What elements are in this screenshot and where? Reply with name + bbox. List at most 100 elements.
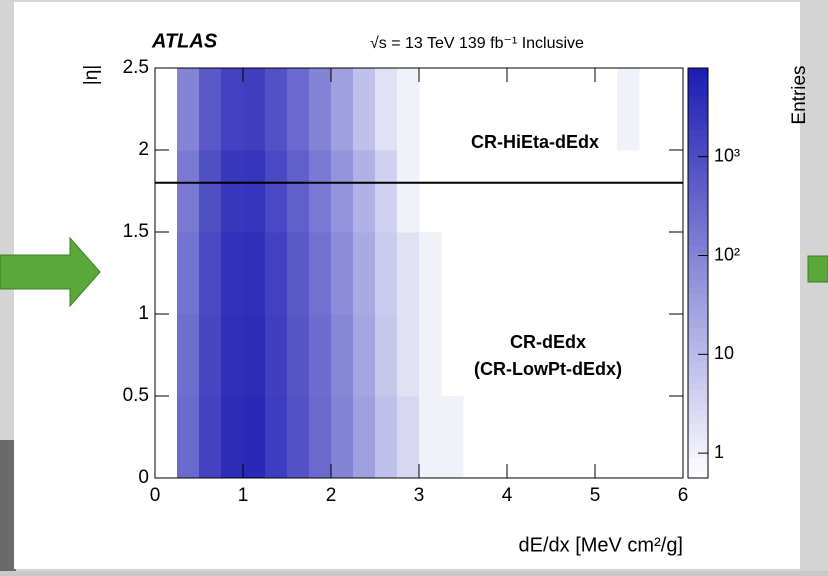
colorbar-band <box>688 143 708 151</box>
heatmap-cell <box>309 314 332 397</box>
z-tick-label: 1 <box>714 442 724 462</box>
z-tick-label: 10³ <box>714 145 740 165</box>
heatmap-cell <box>177 150 200 233</box>
colorbar-band <box>688 396 708 404</box>
colorbar-band <box>688 273 708 281</box>
heatmap-cell <box>397 396 420 479</box>
heatmap-cell <box>419 396 442 479</box>
x-tick-label: 3 <box>414 485 425 506</box>
colorbar-band <box>688 115 708 124</box>
colorbar-band <box>688 279 708 288</box>
colorbar-band <box>688 437 708 445</box>
experiment-label: ATLAS <box>151 30 218 52</box>
colorbar-band <box>688 136 708 144</box>
colorbar-band <box>688 88 708 96</box>
colorbar-frame <box>687 67 709 479</box>
heatmap-cell <box>265 314 288 397</box>
region-label: (CR-LowPt-dEdx) <box>474 359 622 379</box>
heatmap-cell <box>287 232 310 315</box>
y-tick-label: 2.5 <box>123 57 149 78</box>
x-tick-label: 4 <box>502 485 513 506</box>
colorbar-band <box>688 457 708 465</box>
colorbar-band <box>688 109 708 117</box>
colorbar-band <box>688 68 708 76</box>
arrow-right <box>807 255 828 283</box>
heatmap-cell <box>331 396 354 479</box>
colorbar-band <box>688 416 708 424</box>
heatmap-cell <box>243 150 266 233</box>
heatmap-cell <box>265 396 288 479</box>
colorbar-band <box>688 423 708 431</box>
heatmap-cell <box>199 314 222 397</box>
colorbar-band <box>688 150 708 158</box>
y-tick-label: 0.5 <box>123 385 149 406</box>
colorbar-band <box>688 327 708 335</box>
heatmap-cell <box>243 314 266 397</box>
heatmap-cell <box>287 314 310 397</box>
colorbar-band <box>688 81 708 89</box>
heatmap-cell <box>309 68 332 151</box>
heatmap-cell <box>397 68 420 151</box>
colorbar-band <box>688 443 708 452</box>
colorbar-band <box>688 334 708 342</box>
heatmap-cell <box>353 314 376 397</box>
heatmap-cell <box>331 232 354 315</box>
colorbar-band <box>688 471 708 479</box>
colorbar-band <box>688 102 708 110</box>
heatmap-cell <box>287 396 310 479</box>
heatmap-cell <box>309 150 332 233</box>
colorbar-band <box>688 314 708 322</box>
colorbar-band <box>688 122 708 130</box>
heatmap-cell <box>287 150 310 233</box>
plot: 1 10 10² 10³ 0 1 2 3 4 5 6 0 0.5 1 1.5 2 2.5 <box>123 57 740 506</box>
colorbar-band <box>688 259 708 267</box>
arrow-left <box>0 236 101 308</box>
subtitle: √s = 13 TeV 139 fb⁻¹ Inclusive <box>370 35 584 52</box>
heatmap-cell <box>177 314 200 397</box>
heatmap-cell <box>353 150 376 233</box>
colorbar-band <box>688 170 708 178</box>
y-tick-label: 1 <box>138 303 149 324</box>
heatmap-cell <box>243 68 266 151</box>
colorbar-band <box>688 156 708 165</box>
y-tick-label: 2 <box>138 139 149 160</box>
x-tick-label: 0 <box>150 485 161 506</box>
heatmap-cell <box>221 396 244 479</box>
heatmap-cell <box>375 314 398 397</box>
x-tick-label: 5 <box>590 485 601 506</box>
x-tick-label: 6 <box>678 485 689 506</box>
heatmap-cell <box>265 68 288 151</box>
heatmap-cell <box>199 68 222 151</box>
colorbar-band <box>688 184 708 192</box>
heatmap-cell <box>397 150 420 233</box>
colorbar-band <box>688 300 708 308</box>
heatmap-cell <box>199 150 222 233</box>
colorbar-band <box>688 225 708 233</box>
colorbar-band <box>688 409 708 417</box>
colorbar-band <box>688 430 708 438</box>
heatmap-cell <box>331 68 354 151</box>
colorbar-band <box>688 197 708 206</box>
colorbar-band <box>688 320 708 329</box>
heatmap-cell <box>375 68 398 151</box>
heatmap-cell <box>353 68 376 151</box>
colorbar-band <box>688 252 708 260</box>
colorbar-band <box>688 348 708 356</box>
heatmap-cell <box>221 150 244 233</box>
colorbar-band <box>688 191 708 199</box>
colorbar-band <box>688 238 708 247</box>
heatmap-cell <box>397 232 420 315</box>
heatmap-cell <box>221 314 244 397</box>
colorbar-band <box>688 204 708 212</box>
colorbar-band <box>688 368 708 376</box>
heatmap-cell <box>309 232 332 315</box>
heatmap-cell <box>441 396 464 479</box>
y-tick-label: 1.5 <box>123 221 149 242</box>
z-axis-label: Entries <box>789 65 810 124</box>
heatmap-cell <box>331 150 354 233</box>
heatmap-cell <box>199 396 222 479</box>
colorbar-band <box>688 382 708 390</box>
heatmap-cell <box>243 232 266 315</box>
colorbar-band <box>688 245 708 253</box>
